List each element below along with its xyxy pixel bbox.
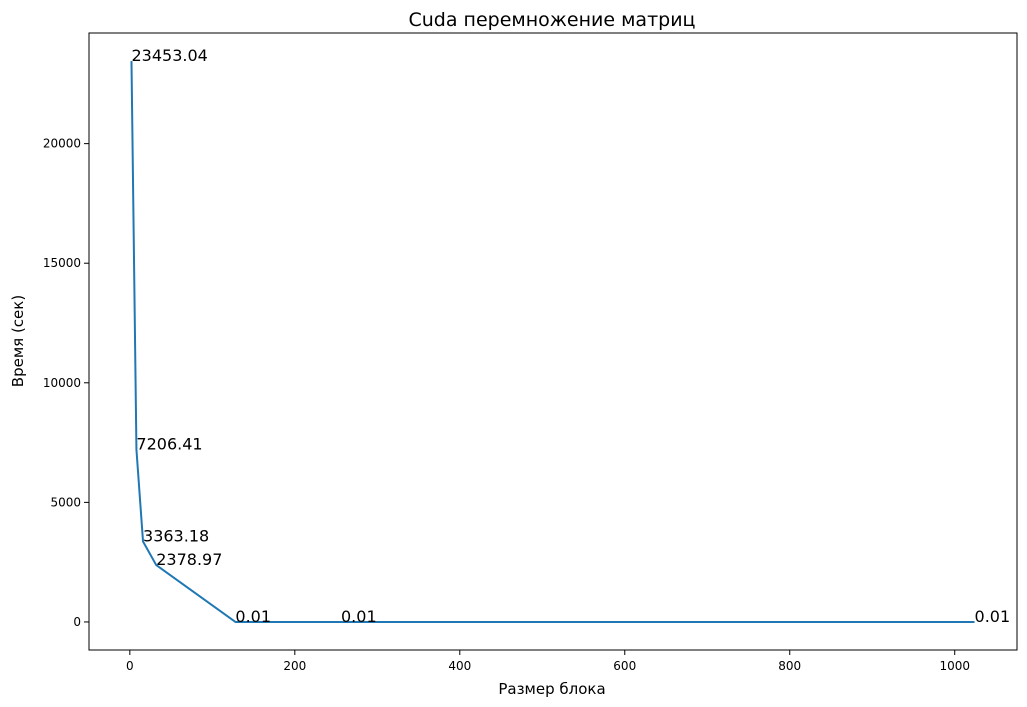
data-label: 7206.41 — [136, 435, 202, 454]
data-label: 3363.18 — [143, 527, 209, 546]
y-tick-label: 0 — [73, 615, 81, 629]
axes-frame — [88, 32, 1018, 651]
data-label: 2378.97 — [156, 550, 222, 569]
data-label: 0.01 — [235, 607, 271, 626]
x-axis-label: Размер блока — [498, 680, 605, 698]
x-tick-label: 800 — [778, 659, 801, 673]
data-labels: 23453.04 7206.41 3363.18 2378.97 0.01 0.01 0.0… — [131, 46, 1010, 626]
data-label: 23453.04 — [131, 46, 207, 65]
y-tick-label: 15000 — [43, 256, 81, 270]
y-tick-label: 10000 — [43, 376, 81, 390]
x-tick-label: 0 — [126, 659, 134, 673]
data-label: 0.01 — [975, 607, 1011, 626]
y-tick-label: 5000 — [50, 495, 81, 509]
x-tick-label: 600 — [613, 659, 636, 673]
chart-title: Cuda перемножение матриц — [409, 9, 696, 31]
x-tick-label: 200 — [283, 659, 306, 673]
x-tick-label: 400 — [448, 659, 471, 673]
x-tick-label: 1000 — [939, 659, 970, 673]
series-line — [130, 61, 975, 623]
data-label: 0.01 — [341, 607, 377, 626]
plot-lines — [130, 61, 975, 623]
y-axis-label: Время (сек) — [9, 295, 27, 387]
y-tick-label: 20000 — [43, 137, 81, 151]
